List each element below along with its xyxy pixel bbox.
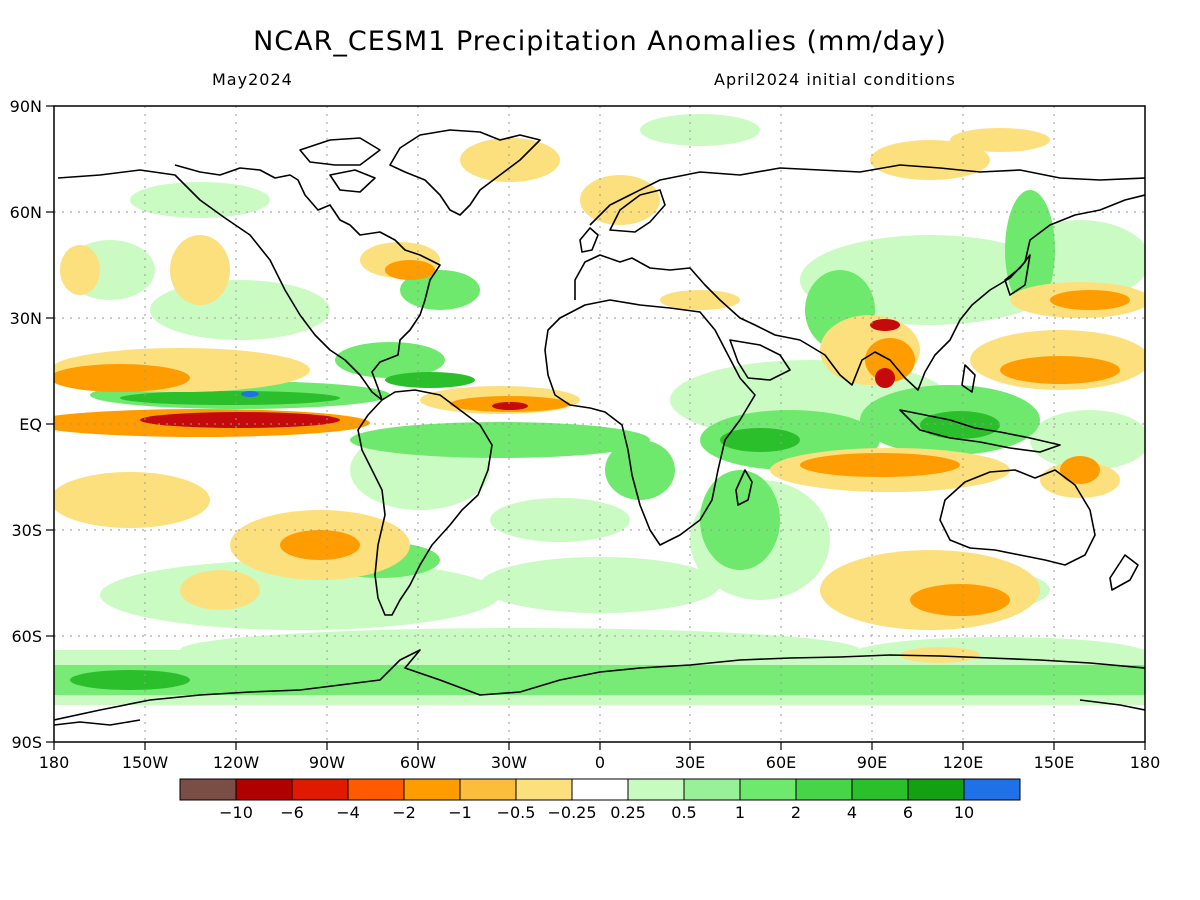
coastlines: [54, 129, 1145, 726]
coast-new-zealand: [1109, 554, 1139, 591]
valid-month-label: May2024: [212, 70, 293, 89]
lon-labels: 180 150W 120W 90W 60W 30W 0 30E 60E 90E …: [39, 753, 1161, 772]
colorbar-swatch: [179, 778, 237, 801]
lon-tick-label: 30W: [491, 753, 527, 772]
coast-australia: [939, 469, 1096, 566]
lat-tick-label: 60S: [11, 627, 42, 646]
map-title: NCAR_CESM1 Precipitation Anomalies (mm/d…: [253, 26, 947, 57]
colorbar-label: −0.25: [547, 803, 596, 822]
colorbar-label: 10: [954, 803, 974, 822]
lon-tick-label: 30E: [675, 753, 705, 772]
lon-tick-label: 60E: [766, 753, 796, 772]
coast-indonesia: [899, 409, 1061, 453]
colorbar-swatch: [963, 778, 1021, 801]
colorbar-label: 0.5: [671, 803, 696, 822]
coast-philippines: [961, 364, 976, 393]
lon-tick-label: 150W: [122, 753, 169, 772]
lon-tick-label: 180: [1130, 753, 1161, 772]
lon-tick-label: 0: [595, 753, 605, 772]
colorbar-swatch: [795, 778, 853, 801]
colorbar-label: 6: [903, 803, 913, 822]
colorbar: −10 −6 −4 −2 −1 −0.5 −0.25 0.25 0.5 1 2 4 6 10: [179, 778, 1021, 822]
colorbar-label: −4: [336, 803, 360, 822]
coast-greenland: [389, 129, 541, 216]
colorbar-swatch: [291, 778, 349, 801]
coast-antarctica-ross: [54, 699, 1145, 726]
colorbar-swatch: [571, 778, 629, 801]
coast-british-isles: [579, 227, 599, 253]
coast-africa: [544, 299, 756, 546]
colorbar-swatch: [627, 778, 685, 801]
coast-japan: [1004, 254, 1031, 296]
coast-arctic-islands: [299, 137, 381, 193]
axis-ticks: [46, 105, 1146, 750]
colorbar-swatch: [515, 778, 573, 801]
colorbar-swatch: [739, 778, 797, 801]
coast-north-america: [57, 164, 441, 401]
coast-south-america: [357, 389, 493, 616]
colorbar-swatch: [459, 778, 517, 801]
lon-tick-label: 60W: [400, 753, 436, 772]
colorbar-label: −10: [219, 803, 253, 822]
coast-madagascar: [735, 469, 753, 506]
colorbar-swatch: [907, 778, 965, 801]
colorbar-label: 0.25: [610, 803, 646, 822]
colorbar-label: −1: [448, 803, 472, 822]
lat-tick-label: 90S: [11, 733, 42, 752]
lat-tick-label: 30S: [11, 521, 42, 540]
lat-tick-label: EQ: [19, 415, 42, 434]
lon-tick-label: 120W: [213, 753, 260, 772]
init-conditions-label: April2024 initial conditions: [714, 70, 956, 89]
coast-antarctica: [54, 649, 1145, 721]
lat-tick-label: 30N: [10, 309, 42, 328]
coast-arctic-eurasia: [589, 164, 1145, 226]
anomaly-field: [54, 106, 1145, 742]
colorbar-label: 1: [735, 803, 745, 822]
colorbar-label: −6: [280, 803, 304, 822]
colorbar-swatch: [403, 778, 461, 801]
lat-tick-label: 60N: [10, 203, 42, 222]
colorbar-label: 2: [791, 803, 801, 822]
wet-max-spot: [241, 391, 259, 397]
colorbar-label: 4: [847, 803, 857, 822]
colorbar-swatch: [683, 778, 741, 801]
lon-tick-label: 150E: [1034, 753, 1075, 772]
graticule: [54, 106, 1145, 742]
lon-tick-label: 180: [39, 753, 70, 772]
colorbar-label: −2: [392, 803, 416, 822]
coast-arabia: [729, 339, 791, 381]
colorbar-swatch: [851, 778, 909, 801]
lat-tick-label: 90N: [10, 97, 42, 116]
colorbar-swatch: [347, 778, 405, 801]
colorbar-swatch: [235, 778, 293, 801]
map-panel: 90N 60N 30N EQ 30S 60S 90S 180 150W 120W…: [10, 97, 1161, 772]
lon-tick-label: 120E: [943, 753, 984, 772]
lat-labels: 90N 60N 30N EQ 30S 60S 90S: [10, 97, 42, 752]
colorbar-label: −0.5: [497, 803, 536, 822]
coast-scandinavia: [609, 189, 666, 233]
lon-tick-label: 90W: [309, 753, 345, 772]
lon-tick-label: 90E: [857, 753, 887, 772]
